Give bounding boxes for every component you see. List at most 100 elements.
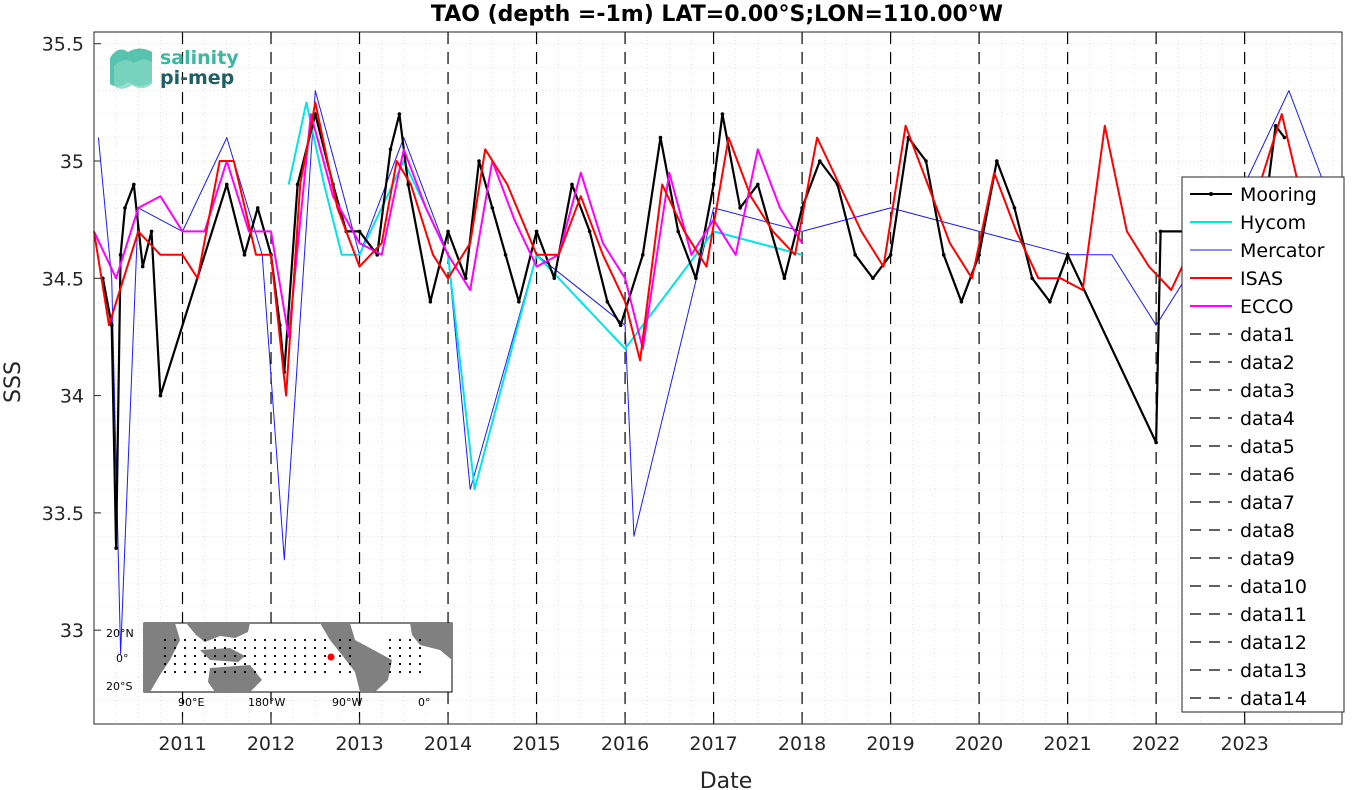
mooring-dot (253, 654, 257, 658)
mooring-point (158, 393, 163, 398)
mooring-dot (408, 670, 412, 674)
mooring-point (941, 253, 946, 257)
mooring-dot (233, 670, 237, 674)
mooring-dot (303, 670, 307, 674)
mooring-point (738, 206, 742, 210)
mooring-dot (348, 638, 352, 642)
logo-text-salinity: salinity (160, 47, 239, 69)
mooring-dot (408, 662, 412, 666)
series-isas (93, 101, 1305, 397)
legend-label-data2: data2 (1240, 352, 1295, 374)
mooring-dot (273, 638, 277, 642)
mooring-dot (313, 670, 317, 674)
landmass-africa (144, 623, 180, 692)
mooring-dot (293, 654, 297, 658)
mooring-point (853, 253, 857, 257)
mooring-dot (323, 670, 327, 674)
mooring-dot (173, 662, 177, 666)
mooring-dot (283, 638, 287, 642)
series-lines (93, 90, 1325, 655)
mooring-array-dots (163, 638, 422, 674)
y-tick-label: 35 (60, 151, 84, 173)
mooring-dot (398, 654, 402, 658)
mooring-point (109, 323, 114, 328)
legend-label-mooring: Mooring (1240, 184, 1317, 206)
mooring-dot (263, 670, 267, 674)
map-lat-label-0: 0° (116, 652, 129, 665)
mooring-dot (273, 646, 277, 650)
legend-label-hycom: Hycom (1240, 212, 1306, 234)
mooring-dot (388, 646, 392, 650)
mooring-dot (183, 646, 187, 650)
mooring-dot (323, 662, 327, 666)
mooring-point (1048, 299, 1052, 304)
mooring-dot (163, 646, 167, 650)
mooring-point (118, 253, 123, 257)
mooring-point (552, 276, 557, 281)
mooring-point (720, 112, 725, 116)
mooring-dot (283, 654, 287, 658)
landmass-africa-east (410, 623, 452, 660)
mooring-dot (338, 670, 342, 674)
map-lon-label-90e: 90°E (178, 696, 204, 709)
mooring-dot (163, 670, 167, 674)
x-tick-label: 2012 (247, 733, 295, 755)
x-tick-label: 2014 (424, 733, 472, 755)
mooring-dot (223, 646, 227, 650)
mooring-dot (243, 662, 247, 666)
mooring-dot (213, 670, 217, 674)
mooring-dot (173, 670, 177, 674)
mooring-dot (283, 646, 287, 650)
mooring-dot (203, 646, 207, 650)
mooring-dot (303, 646, 307, 650)
legend-label-data3: data3 (1240, 380, 1295, 402)
mooring-point (242, 253, 247, 257)
mooring-dot (223, 638, 227, 642)
mooring-dot (398, 670, 402, 674)
mooring-dot (398, 662, 402, 666)
x-tick-label: 2017 (689, 733, 737, 755)
logo: salinity pi-mep (110, 47, 239, 89)
mooring-dot (388, 654, 392, 658)
x-tick-label: 2013 (335, 733, 383, 755)
legend-label-data8: data8 (1240, 520, 1295, 542)
mooring-dot (303, 654, 307, 658)
mooring-dot (313, 654, 317, 658)
series-ecco (93, 113, 803, 350)
mooring-point (132, 182, 136, 187)
mooring-point (782, 276, 787, 281)
landmass-indonesia (200, 648, 245, 662)
mooring-point (711, 182, 716, 187)
mooring-point (224, 182, 229, 187)
mooring-dot (163, 654, 167, 658)
mooring-dot (173, 654, 177, 658)
mooring-point (1065, 253, 1070, 257)
mooring-dot (338, 662, 342, 666)
mooring-dot (418, 670, 422, 674)
y-tick-label: 35.5 (42, 34, 84, 56)
mooring-dot (293, 638, 297, 642)
mooring-dot (273, 662, 277, 666)
legend-label-data10: data10 (1240, 576, 1307, 598)
mooring-point (694, 276, 698, 281)
mooring-point (149, 229, 154, 234)
mooring-dot (253, 646, 257, 650)
mooring-dot (408, 638, 412, 642)
mooring-dot (203, 670, 207, 674)
legend-label-data14: data14 (1240, 688, 1307, 710)
map-lon-label-90w: 90°W (332, 696, 362, 709)
mooring-point (605, 299, 610, 304)
mooring-point (140, 264, 145, 269)
x-tick-label: 2021 (1043, 733, 1091, 755)
mooring-dot (243, 638, 247, 642)
mooring-dot (303, 662, 307, 666)
mooring-dot (293, 646, 297, 650)
landmass-australia (208, 665, 262, 692)
mooring-dot (338, 638, 342, 642)
x-tick-label: 2016 (601, 733, 649, 755)
mooring-dot (313, 646, 317, 650)
mooring-point (1012, 206, 1017, 210)
mooring-dot (253, 662, 257, 666)
mooring-point (587, 229, 592, 234)
mooring-point (959, 299, 964, 304)
